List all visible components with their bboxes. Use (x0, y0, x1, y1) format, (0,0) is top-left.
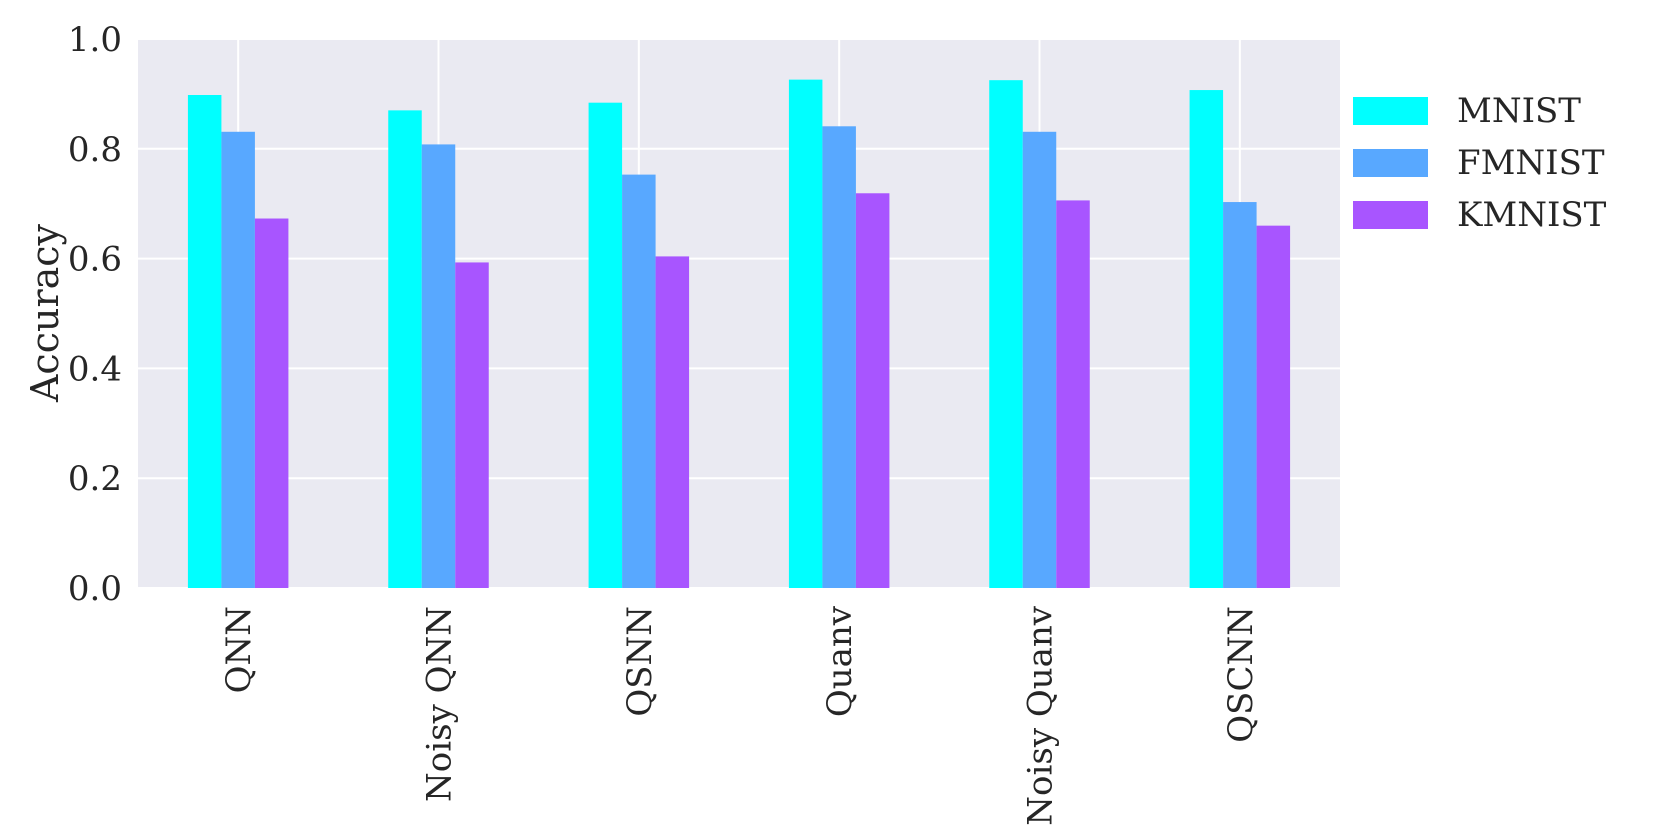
bar (1223, 202, 1257, 589)
y-axis-label: Accuracy (23, 223, 67, 403)
bar (254, 218, 289, 588)
y-tick-label: 0.2 (68, 459, 122, 499)
y-tick-label: 0.4 (68, 349, 122, 389)
y-tick-label: 0.6 (68, 240, 122, 280)
x-tick-label: Quanv (820, 605, 860, 717)
bar (1022, 131, 1057, 588)
x-tick-label: QSCNN (1221, 606, 1261, 743)
legend: MNIST FMNIST KMNIST (1353, 91, 1607, 235)
plot-area (138, 39, 1340, 588)
x-axis-ticks: QNN Noisy QNN QSNN Quanv Noisy Quanv QSCNN (219, 605, 1261, 826)
bar (655, 256, 690, 588)
y-tick-label: 0.0 (68, 569, 122, 609)
bar (855, 193, 890, 589)
legend-swatch (1353, 97, 1428, 125)
bar (455, 262, 489, 588)
bar (588, 102, 623, 589)
legend-swatch (1353, 201, 1428, 229)
bar (221, 131, 255, 588)
x-tick-label: QSNN (620, 606, 660, 717)
legend-swatch (1353, 149, 1428, 177)
bar (1189, 90, 1224, 588)
bar (1256, 225, 1291, 588)
x-tick-label: Noisy Quanv (1021, 605, 1061, 825)
bar (822, 126, 856, 588)
bar (388, 110, 422, 589)
bar (421, 144, 456, 588)
y-tick-label: 1.0 (68, 20, 122, 60)
legend-label: FMNIST (1457, 143, 1605, 183)
bars (187, 79, 1291, 589)
bar (622, 174, 656, 588)
y-axis-ticks: 0.0 0.2 0.4 0.6 0.8 1.0 (68, 20, 122, 609)
legend-label: MNIST (1457, 91, 1581, 131)
y-tick-label: 0.8 (68, 130, 122, 170)
legend-label: KMNIST (1457, 195, 1607, 235)
grid (138, 38, 1340, 589)
bar (187, 94, 222, 589)
bar (1056, 200, 1090, 588)
x-tick-label: QNN (219, 606, 259, 693)
bar (989, 80, 1023, 589)
x-tick-label: Noisy QNN (420, 606, 460, 802)
bar (788, 79, 823, 588)
